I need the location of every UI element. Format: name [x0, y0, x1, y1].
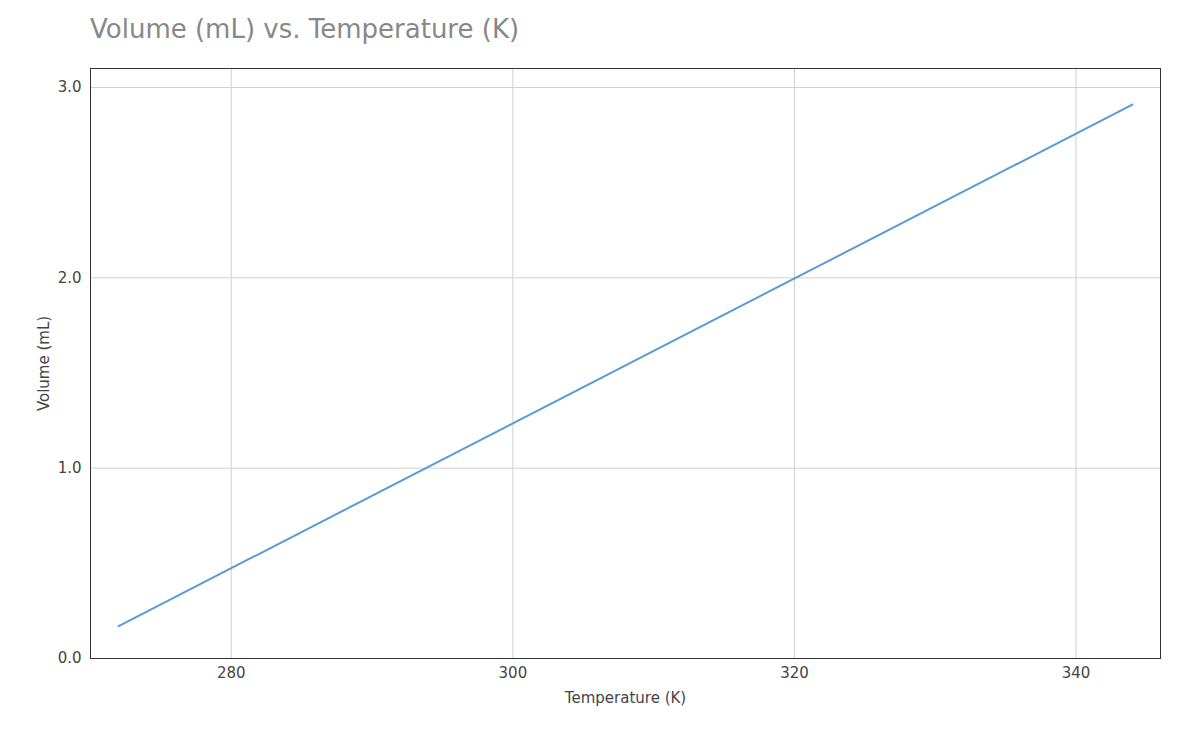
svg-text:1.0: 1.0: [58, 459, 82, 477]
svg-text:340: 340: [1062, 664, 1091, 682]
svg-text:2.0: 2.0: [58, 269, 82, 287]
svg-text:Temperature (K): Temperature (K): [564, 689, 686, 707]
html-text:Volume (mL) vs. Temperature (K: Volume (mL) vs. Temperature (K): [90, 14, 520, 44]
svg-text:280: 280: [217, 664, 246, 682]
svg-text:Volume (mL): Volume (mL): [35, 316, 53, 411]
svg-text:0.0: 0.0: [58, 649, 82, 667]
svg-text:300: 300: [499, 664, 528, 682]
svg-text:320: 320: [780, 664, 809, 682]
svg-text:3.0: 3.0: [58, 78, 82, 96]
